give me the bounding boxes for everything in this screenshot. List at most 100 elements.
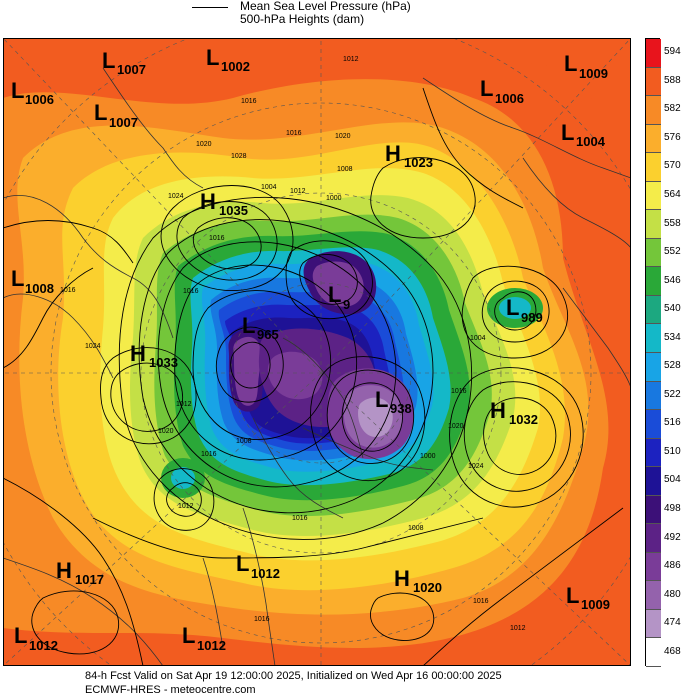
low-938: L 938 xyxy=(375,387,412,416)
svg-text:1006: 1006 xyxy=(25,92,54,107)
svg-text:1008: 1008 xyxy=(25,281,54,296)
svg-text:1033: 1033 xyxy=(149,355,178,370)
graticule xyxy=(3,38,631,666)
colorbar-cell-540 xyxy=(646,295,661,325)
height-band-588-ne xyxy=(563,96,631,158)
colorbar-label: 570 xyxy=(664,160,681,172)
svg-text:L: L xyxy=(564,51,577,76)
isobar-label: 1012 xyxy=(290,188,306,195)
colorbar-cell-582 xyxy=(646,96,661,125)
colorbar-label: 492 xyxy=(664,531,681,543)
colorbar-label: 552 xyxy=(664,246,681,258)
low-1006-ne: L 1006 xyxy=(480,76,524,106)
isobar-label: 1012 xyxy=(510,625,526,632)
colorbar-label: 522 xyxy=(664,388,681,400)
colorbar-cell-474 xyxy=(646,609,661,639)
low-989: L 989 xyxy=(506,295,543,325)
svg-text:L: L xyxy=(206,45,219,70)
svg-text:1009: 1009 xyxy=(581,597,610,612)
svg-text:989: 989 xyxy=(521,310,543,325)
height-band-486-west xyxy=(233,336,261,406)
colorbar-cell-588 xyxy=(646,67,661,97)
colorbar-cell-468 xyxy=(646,638,661,667)
height-colorbar xyxy=(645,38,661,667)
isobar-label: 1016 xyxy=(60,287,76,294)
svg-text:1032: 1032 xyxy=(509,412,538,427)
svg-text:965: 965 xyxy=(257,327,279,342)
colorbar-label: 558 xyxy=(664,217,681,229)
svg-text:1006: 1006 xyxy=(495,91,524,106)
low-1012-south: L 1012 xyxy=(182,623,226,653)
low-1008: L 1008 xyxy=(11,266,54,296)
colorbar-cell-564 xyxy=(646,181,661,211)
svg-text:H: H xyxy=(56,558,72,583)
low-1009-ne: L 1009 xyxy=(564,51,608,81)
colorbar-cell-534 xyxy=(646,324,661,353)
weather-map-svg: 1012 1016 1020 1016 1024 1028 1016 1020 … xyxy=(3,38,631,666)
colorbar-cell-492 xyxy=(646,524,661,553)
colorbar-label: 546 xyxy=(664,274,681,286)
svg-text:L: L xyxy=(480,76,493,101)
colorbar-cell-522 xyxy=(646,381,661,411)
svg-text:L: L xyxy=(11,266,24,291)
colorbar-label: 594 xyxy=(664,46,681,58)
svg-text:1012: 1012 xyxy=(29,638,58,653)
colorbar-cell-570 xyxy=(646,153,661,182)
svg-text:L: L xyxy=(561,120,574,145)
colorbar-cell-558 xyxy=(646,210,661,239)
svg-text:L: L xyxy=(375,387,388,412)
height-band-588-north xyxy=(3,38,631,78)
low-1012-center: L 1012 xyxy=(236,551,280,581)
svg-text:H: H xyxy=(385,141,401,166)
svg-text:1012: 1012 xyxy=(197,638,226,653)
svg-text:L: L xyxy=(11,78,24,103)
svg-text:L: L xyxy=(94,100,107,125)
isobar-label: 1012 xyxy=(176,401,192,408)
colorbar-cell-498 xyxy=(646,495,661,525)
svg-text:1017: 1017 xyxy=(75,572,104,587)
isobar-label: 1016 xyxy=(286,130,302,137)
low-1004: L 1004 xyxy=(561,120,606,149)
colorbar-cell-552 xyxy=(646,238,661,268)
svg-text:1009: 1009 xyxy=(579,66,608,81)
high-1023: H 1023 xyxy=(385,141,433,170)
isobar-label: 1028 xyxy=(231,153,247,160)
height-band-low989-inner xyxy=(499,297,531,319)
colorbar-cell-576 xyxy=(646,124,661,154)
isobars xyxy=(3,87,624,666)
heights-legend-label: 500-hPa Heights (dam) xyxy=(240,12,365,26)
high-1033: H 1033 xyxy=(130,341,178,370)
low-1012-sw: L 1012 xyxy=(14,623,58,653)
isobar-label: 1016 xyxy=(451,388,467,395)
high-1032: H 1032 xyxy=(490,398,538,427)
svg-text:H: H xyxy=(200,189,216,214)
svg-text:H: H xyxy=(394,566,410,591)
isobar-label: 1020 xyxy=(335,133,351,140)
svg-text:1012: 1012 xyxy=(251,566,280,581)
colorbar-label: 486 xyxy=(664,560,681,572)
isobar-label: 1008 xyxy=(337,166,353,173)
height-band-474-east xyxy=(358,397,393,438)
colorbar-label: 504 xyxy=(664,474,681,486)
colorbar-label: 582 xyxy=(664,103,681,115)
forecast-valid-text: 84-h Fcst Valid on Sat Apr 19 12:00:00 2… xyxy=(85,670,502,682)
svg-text:1023: 1023 xyxy=(404,155,433,170)
svg-text:L: L xyxy=(14,623,27,648)
coastlines xyxy=(3,67,631,666)
colorbar-cell-504 xyxy=(646,467,661,496)
svg-text:H: H xyxy=(490,398,506,423)
low-1002: L 1002 xyxy=(206,45,250,74)
colorbar-cell-594 xyxy=(646,39,661,68)
svg-text:L: L xyxy=(182,623,195,648)
isobar-label: 1016 xyxy=(241,98,257,105)
pressure-centers: L 1007 L 1002 L 1009 L 1006 L 1007 L 1006 L 100… xyxy=(11,45,610,653)
low-1007-north: L 1007 xyxy=(102,48,146,77)
colorbar-label: 540 xyxy=(664,303,681,315)
svg-text:9: 9 xyxy=(343,297,350,312)
high-1035: H 1035 xyxy=(200,189,248,218)
isobar-label: 1012 xyxy=(343,56,359,63)
isobar-line-sample xyxy=(192,7,228,8)
svg-text:1020: 1020 xyxy=(413,580,442,595)
colorbar-label: 564 xyxy=(664,189,681,200)
height-band-486-center xyxy=(267,351,323,400)
